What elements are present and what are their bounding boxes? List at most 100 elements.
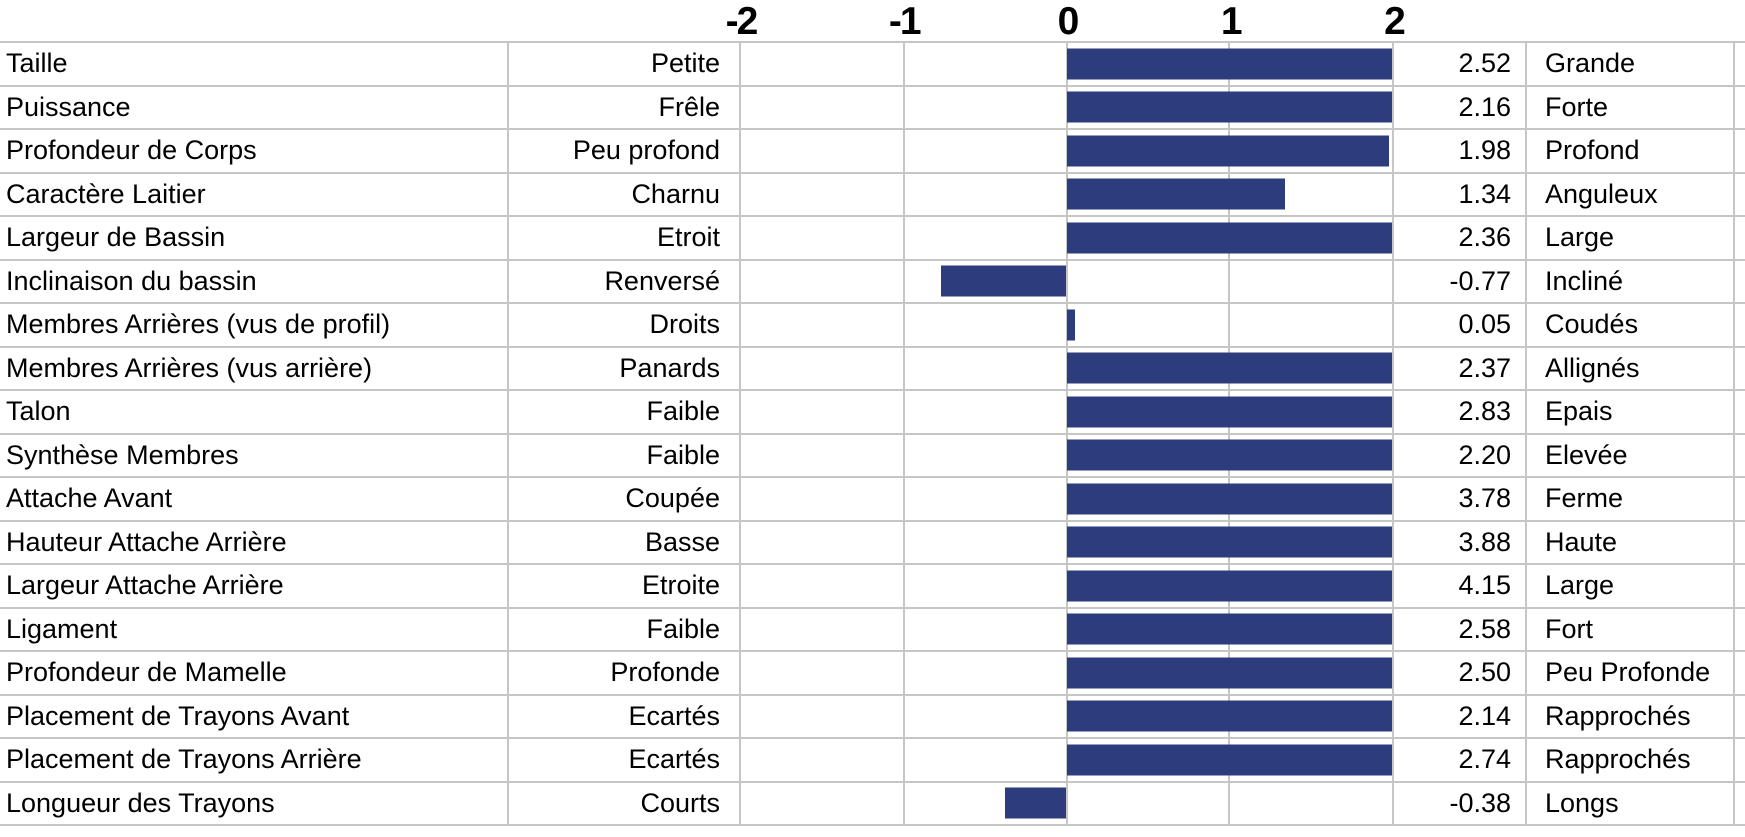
high-descriptor: Grande (1527, 43, 1735, 85)
chart-rows: Taille Petite 2.52 Grande Puissance Frêl… (0, 43, 1745, 826)
bar (1066, 657, 1392, 689)
value-label: -0.77 (1394, 260, 1527, 302)
gridline (1228, 304, 1231, 346)
high-descriptor: Peu Profonde (1527, 652, 1735, 694)
value-label: 1.98 (1394, 130, 1527, 172)
table-row: Caractère Laitier Charnu 1.34 Anguleux (0, 173, 1745, 217)
low-descriptor: Panards (509, 347, 741, 389)
low-descriptor: Peu profond (509, 130, 741, 172)
high-descriptor: Rapprochés (1527, 739, 1735, 781)
trait-label: Taille (0, 43, 509, 85)
high-descriptor: Rapprochés (1527, 695, 1735, 737)
bar-cell (741, 434, 1394, 476)
bar (1066, 526, 1392, 558)
low-descriptor: Petite (509, 43, 741, 85)
value-label: 1.34 (1394, 173, 1527, 215)
trait-label: Longueur des Trayons (0, 782, 509, 824)
gridline (902, 173, 905, 215)
bar (1066, 135, 1389, 167)
table-row: Largeur Attache Arrière Etroite 4.15 Lar… (0, 565, 1745, 609)
bar (1066, 178, 1285, 210)
value-label: 2.16 (1394, 86, 1527, 128)
table-row: Attache Avant Coupée 3.78 Ferme (0, 478, 1745, 522)
gridline (902, 652, 905, 694)
value-label: -0.38 (1394, 782, 1527, 824)
table-row: Synthèse Membres Faible 2.20 Elevée (0, 434, 1745, 478)
low-descriptor: Faible (509, 608, 741, 650)
gridline (902, 478, 905, 520)
gridline (902, 739, 905, 781)
low-descriptor: Ecartés (509, 739, 741, 781)
trait-label: Caractère Laitier (0, 173, 509, 215)
trait-label: Profondeur de Mamelle (0, 652, 509, 694)
trait-label: Puissance (0, 86, 509, 128)
trait-label: Synthèse Membres (0, 434, 509, 476)
gridline (902, 695, 905, 737)
low-descriptor: Profonde (509, 652, 741, 694)
bar (1066, 483, 1392, 515)
table-row: Puissance Frêle 2.16 Forte (0, 86, 1745, 130)
bar-cell (741, 695, 1394, 737)
low-descriptor: Charnu (509, 173, 741, 215)
trait-label: Membres Arrières (vus de profil) (0, 304, 509, 346)
trait-label: Largeur de Bassin (0, 217, 509, 259)
table-row: Ligament Faible 2.58 Fort (0, 608, 1745, 652)
bar (1066, 309, 1075, 341)
trait-label: Placement de Trayons Avant (0, 695, 509, 737)
bar (1066, 222, 1392, 254)
high-descriptor: Elevée (1527, 434, 1735, 476)
table-row: Longueur des Trayons Courts -0.38 Longs (0, 782, 1745, 826)
value-label: 2.14 (1394, 695, 1527, 737)
high-descriptor: Longs (1527, 782, 1735, 824)
axis-tick-label: -1 (888, 0, 922, 43)
value-label: 3.78 (1394, 478, 1527, 520)
trait-label: Hauteur Attache Arrière (0, 521, 509, 563)
gridline (1065, 782, 1068, 824)
gridline (902, 347, 905, 389)
gridline (902, 260, 905, 302)
bar (1066, 744, 1392, 776)
bar (1066, 396, 1392, 428)
trait-label: Inclinaison du bassin (0, 260, 509, 302)
bar-cell (741, 521, 1394, 563)
trait-label: Placement de Trayons Arrière (0, 739, 509, 781)
bar-cell (741, 217, 1394, 259)
bar (1066, 91, 1392, 123)
value-label: 2.50 (1394, 652, 1527, 694)
gridline (902, 43, 905, 85)
trait-label: Talon (0, 391, 509, 433)
table-row: Profondeur de Corps Peu profond 1.98 Pro… (0, 130, 1745, 174)
value-label: 4.15 (1394, 565, 1527, 607)
trait-label: Attache Avant (0, 478, 509, 520)
table-row: Hauteur Attache Arrière Basse 3.88 Haute (0, 521, 1745, 565)
axis-tick-label: 2 (1384, 0, 1406, 43)
bar (1066, 48, 1392, 80)
gridline (1065, 260, 1068, 302)
axis-tick-label: -2 (725, 0, 759, 43)
gridline (902, 565, 905, 607)
bar-cell (741, 304, 1394, 346)
table-row: Profondeur de Mamelle Profonde 2.50 Peu … (0, 652, 1745, 696)
low-descriptor: Ecartés (509, 695, 741, 737)
low-descriptor: Droits (509, 304, 741, 346)
gridline (1228, 782, 1231, 824)
low-descriptor: Faible (509, 434, 741, 476)
bar (1066, 352, 1392, 384)
bar-cell (741, 652, 1394, 694)
trait-label: Profondeur de Corps (0, 130, 509, 172)
gridline (902, 391, 905, 433)
low-descriptor: Courts (509, 782, 741, 824)
table-row: Taille Petite 2.52 Grande (0, 43, 1745, 87)
table-row: Membres Arrières (vus de profil) Droits … (0, 304, 1745, 348)
gridline (902, 130, 905, 172)
table-row: Largeur de Bassin Etroit 2.36 Large (0, 217, 1745, 261)
high-descriptor: Epais (1527, 391, 1735, 433)
bar (941, 265, 1067, 297)
axis-tick-label: 0 (1057, 0, 1080, 43)
bar-cell (741, 86, 1394, 128)
high-descriptor: Fort (1527, 608, 1735, 650)
value-label: 2.83 (1394, 391, 1527, 433)
table-row: Talon Faible 2.83 Epais (0, 391, 1745, 435)
bar (1066, 439, 1392, 471)
